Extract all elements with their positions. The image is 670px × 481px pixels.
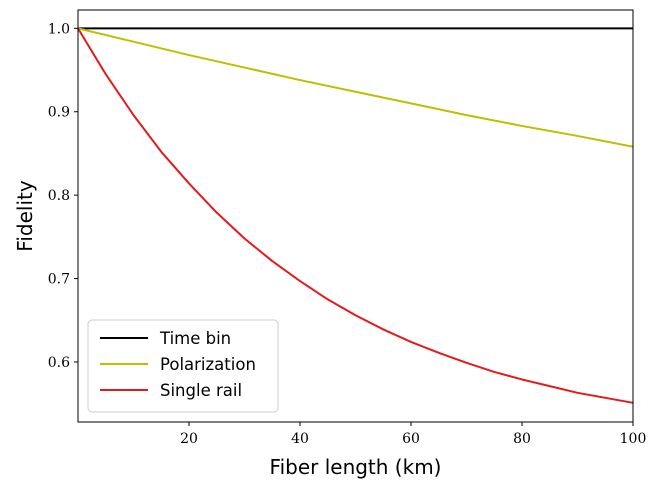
y-tick-label: 0.6 (48, 355, 70, 371)
y-axis-label: Fidelity (13, 180, 37, 252)
y-axis: 0.6 0.7 0.8 0.9 1.0 (48, 21, 78, 371)
x-tick-label: 100 (620, 431, 647, 447)
plot-area (77, 27, 634, 404)
legend-entry-label: Single rail (160, 381, 242, 400)
x-tick-label: 60 (402, 431, 420, 447)
x-axis: 20 40 60 80 100 (180, 422, 646, 447)
x-tick-label: 80 (513, 431, 531, 447)
y-tick-label: 0.9 (48, 105, 70, 121)
series-line-single-rail (77, 27, 634, 404)
y-tick-label: 1.0 (48, 21, 70, 37)
axes-frame (77, 9, 634, 423)
legend: Time bin Polarization Single rail (87, 319, 279, 413)
x-axis-label: Fiber length (km) (270, 455, 442, 479)
y-tick-label: 0.8 (48, 188, 70, 204)
y-tick-label: 0.7 (48, 272, 70, 288)
legend-entry-label: Time bin (159, 329, 231, 348)
series-line-polarization (77, 27, 634, 148)
x-tick-label: 40 (291, 431, 309, 447)
x-tick-label: 20 (180, 431, 198, 447)
legend-entry-label: Polarization (160, 355, 256, 374)
